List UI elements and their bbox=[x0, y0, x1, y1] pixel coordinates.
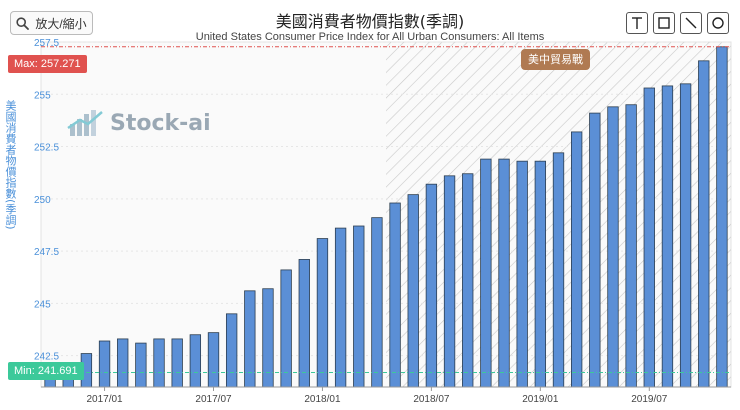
bar bbox=[316, 238, 329, 388]
bar bbox=[334, 227, 347, 388]
chart-title: 美國消費者物價指數(季調) bbox=[275, 12, 465, 31]
drawing-toolbar bbox=[626, 12, 729, 34]
bar bbox=[171, 338, 183, 388]
x-tick-label: 2019/01 bbox=[522, 394, 559, 405]
bar bbox=[552, 152, 565, 388]
bar bbox=[153, 338, 165, 388]
logo-text: Stock-ai bbox=[110, 110, 211, 136]
diagonal-line-icon bbox=[685, 17, 697, 29]
bar bbox=[117, 338, 129, 388]
bar bbox=[98, 340, 111, 388]
stock-ai-logo: Stock-ai bbox=[66, 108, 211, 138]
bar bbox=[371, 217, 383, 388]
bar bbox=[643, 87, 655, 388]
y-tick-label: 250 bbox=[34, 195, 51, 206]
bar bbox=[589, 112, 601, 388]
bar bbox=[207, 332, 220, 388]
bar bbox=[135, 342, 147, 388]
bar bbox=[534, 160, 547, 388]
bar bbox=[661, 85, 674, 388]
bar bbox=[425, 183, 438, 388]
bar bbox=[716, 46, 728, 388]
bar bbox=[407, 194, 419, 388]
x-tick-label: 2017/01 bbox=[86, 394, 123, 405]
bar bbox=[389, 202, 401, 388]
bar bbox=[625, 104, 637, 388]
bar bbox=[462, 173, 474, 388]
rectangle-tool-button[interactable] bbox=[653, 12, 675, 34]
bar bbox=[679, 83, 692, 388]
bar bbox=[480, 158, 492, 388]
logo-icon bbox=[67, 110, 103, 136]
chart-subtitle: United States Consumer Price Index for A… bbox=[195, 31, 545, 43]
x-tick-label: 2018/01 bbox=[304, 394, 341, 405]
vertical-line-icon bbox=[632, 17, 642, 29]
circle-icon bbox=[712, 17, 724, 29]
vertical-line-tool-button[interactable] bbox=[626, 12, 648, 34]
y-tick-label: 242.5 bbox=[34, 352, 59, 363]
y-tick-label: 252.5 bbox=[34, 143, 59, 154]
x-tick-label: 2018/07 bbox=[413, 394, 450, 405]
x-tick-label: 2019/07 bbox=[631, 394, 668, 405]
circle-tool-button[interactable] bbox=[707, 12, 729, 34]
x-tick-label: 2017/07 bbox=[195, 394, 232, 405]
y-tick-label: 257.5 bbox=[34, 38, 59, 49]
diagonal-line-tool-button[interactable] bbox=[680, 12, 702, 34]
bar bbox=[443, 175, 456, 388]
bar bbox=[298, 259, 310, 388]
rectangle-icon bbox=[658, 17, 670, 29]
y-axis-label: 美國消費者物價指數(季調) bbox=[4, 100, 17, 230]
bar bbox=[698, 60, 710, 388]
bar bbox=[498, 158, 510, 388]
max-badge: Max: 257.271 bbox=[8, 55, 87, 73]
trade-war-label: 美中貿易戰 bbox=[521, 49, 590, 70]
y-tick-label: 255 bbox=[34, 90, 51, 101]
min-badge: Min: 241.691 bbox=[8, 362, 84, 380]
search-icon bbox=[16, 16, 30, 30]
y-tick-label: 245 bbox=[34, 299, 51, 310]
bar bbox=[570, 131, 583, 388]
bar bbox=[516, 160, 528, 388]
bar bbox=[280, 269, 292, 388]
zoom-label: 放大/縮小 bbox=[35, 16, 87, 31]
bar bbox=[189, 334, 202, 388]
y-tick-label: 247.5 bbox=[34, 247, 59, 258]
zoom-button[interactable]: 放大/縮小 bbox=[10, 11, 93, 35]
bar bbox=[225, 313, 238, 388]
bar bbox=[607, 106, 619, 388]
bar bbox=[353, 225, 365, 388]
